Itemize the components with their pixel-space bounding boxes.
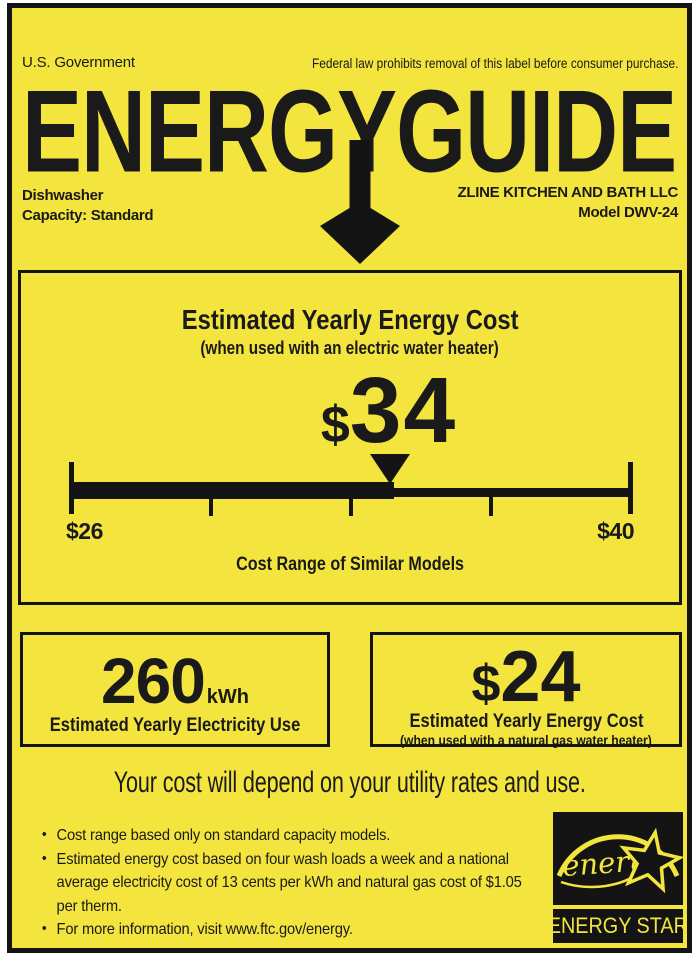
us-government-text: U.S. Government <box>22 54 135 71</box>
scale-right-endcap <box>628 462 633 514</box>
kwh-unit: kWh <box>206 686 249 708</box>
scale-tick <box>209 497 213 516</box>
kwh-number: 260 <box>101 645 206 717</box>
federal-notice-text: Federal law prohibits removal of this la… <box>311 56 678 71</box>
star-icon <box>619 827 683 894</box>
gas-cost-subcaption-text: (when used with a natural gas water heat… <box>400 733 652 748</box>
energy-star-band: ENERGY STAR <box>548 909 688 943</box>
utility-disclaimer-text: Your cost will depend on your utility ra… <box>113 766 587 799</box>
yearly-cost-subtitle-text: (when used with an electric water heater… <box>200 338 500 358</box>
scale-tick <box>489 497 493 516</box>
electricity-use-caption-text: Estimated Yearly Electricity Use <box>49 715 301 736</box>
electricity-use-value: 260 kWh <box>23 649 327 713</box>
cost-marker-icon <box>370 454 410 484</box>
gas-currency-symbol: $ <box>471 655 501 713</box>
energy-star-label: ENERGY STAR <box>547 913 689 938</box>
gas-cost-number: 24 <box>500 637 581 717</box>
footnote-item: Cost range based only on standard capaci… <box>40 823 541 848</box>
yearly-cost-subtitle: (when used with an electric water heater… <box>0 338 700 359</box>
electricity-use-box: 260 kWh Estimated Yearly Electricity Use <box>20 632 330 747</box>
currency-symbol: $ <box>320 396 350 454</box>
scale-left-endcap <box>69 462 74 514</box>
yearly-cost-title-text: Estimated Yearly Energy Cost <box>181 304 519 335</box>
electricity-use-caption: Estimated Yearly Electricity Use <box>23 715 327 737</box>
footnote-list: Cost range based only on standard capaci… <box>40 823 541 942</box>
gas-cost-subcaption: (when used with a natural gas water heat… <box>373 733 679 748</box>
gas-cost-caption-text: Estimated Yearly Energy Cost <box>409 711 643 732</box>
manufacturer-name: ZLINE KITCHEN AND BATH LLC <box>457 184 678 201</box>
model-number: Model DWV-24 <box>578 204 678 221</box>
scale-caption: Cost Range of Similar Models <box>0 554 700 576</box>
scale-max-label: $40 <box>597 518 634 544</box>
scale-caption-text: Cost Range of Similar Models <box>236 554 464 575</box>
footnote-item: Estimated energy cost based on four wash… <box>40 847 541 919</box>
scale-tick <box>349 497 353 516</box>
scale-min-label: $26 <box>66 518 103 544</box>
energy-star-logo: energy <box>553 812 683 905</box>
cost-number: 34 <box>349 358 458 462</box>
appliance-capacity: Capacity: Standard <box>22 207 154 224</box>
gas-cost-caption: Estimated Yearly Energy Cost <box>373 711 679 733</box>
footnote-item: For more information, visit www.ftc.gov/… <box>40 917 541 942</box>
appliance-type: Dishwasher <box>22 187 104 204</box>
scale-range-bar <box>71 482 394 499</box>
gas-cost-value: $24 <box>373 641 679 713</box>
gas-cost-box: $24 Estimated Yearly Energy Cost (when u… <box>370 632 682 748</box>
estimated-cost-value: $34 <box>321 364 457 457</box>
down-arrow-icon <box>320 140 400 264</box>
yearly-cost-title: Estimated Yearly Energy Cost <box>0 304 700 336</box>
yearly-cost-box <box>18 270 682 605</box>
utility-disclaimer: Your cost will depend on your utility ra… <box>0 766 700 800</box>
